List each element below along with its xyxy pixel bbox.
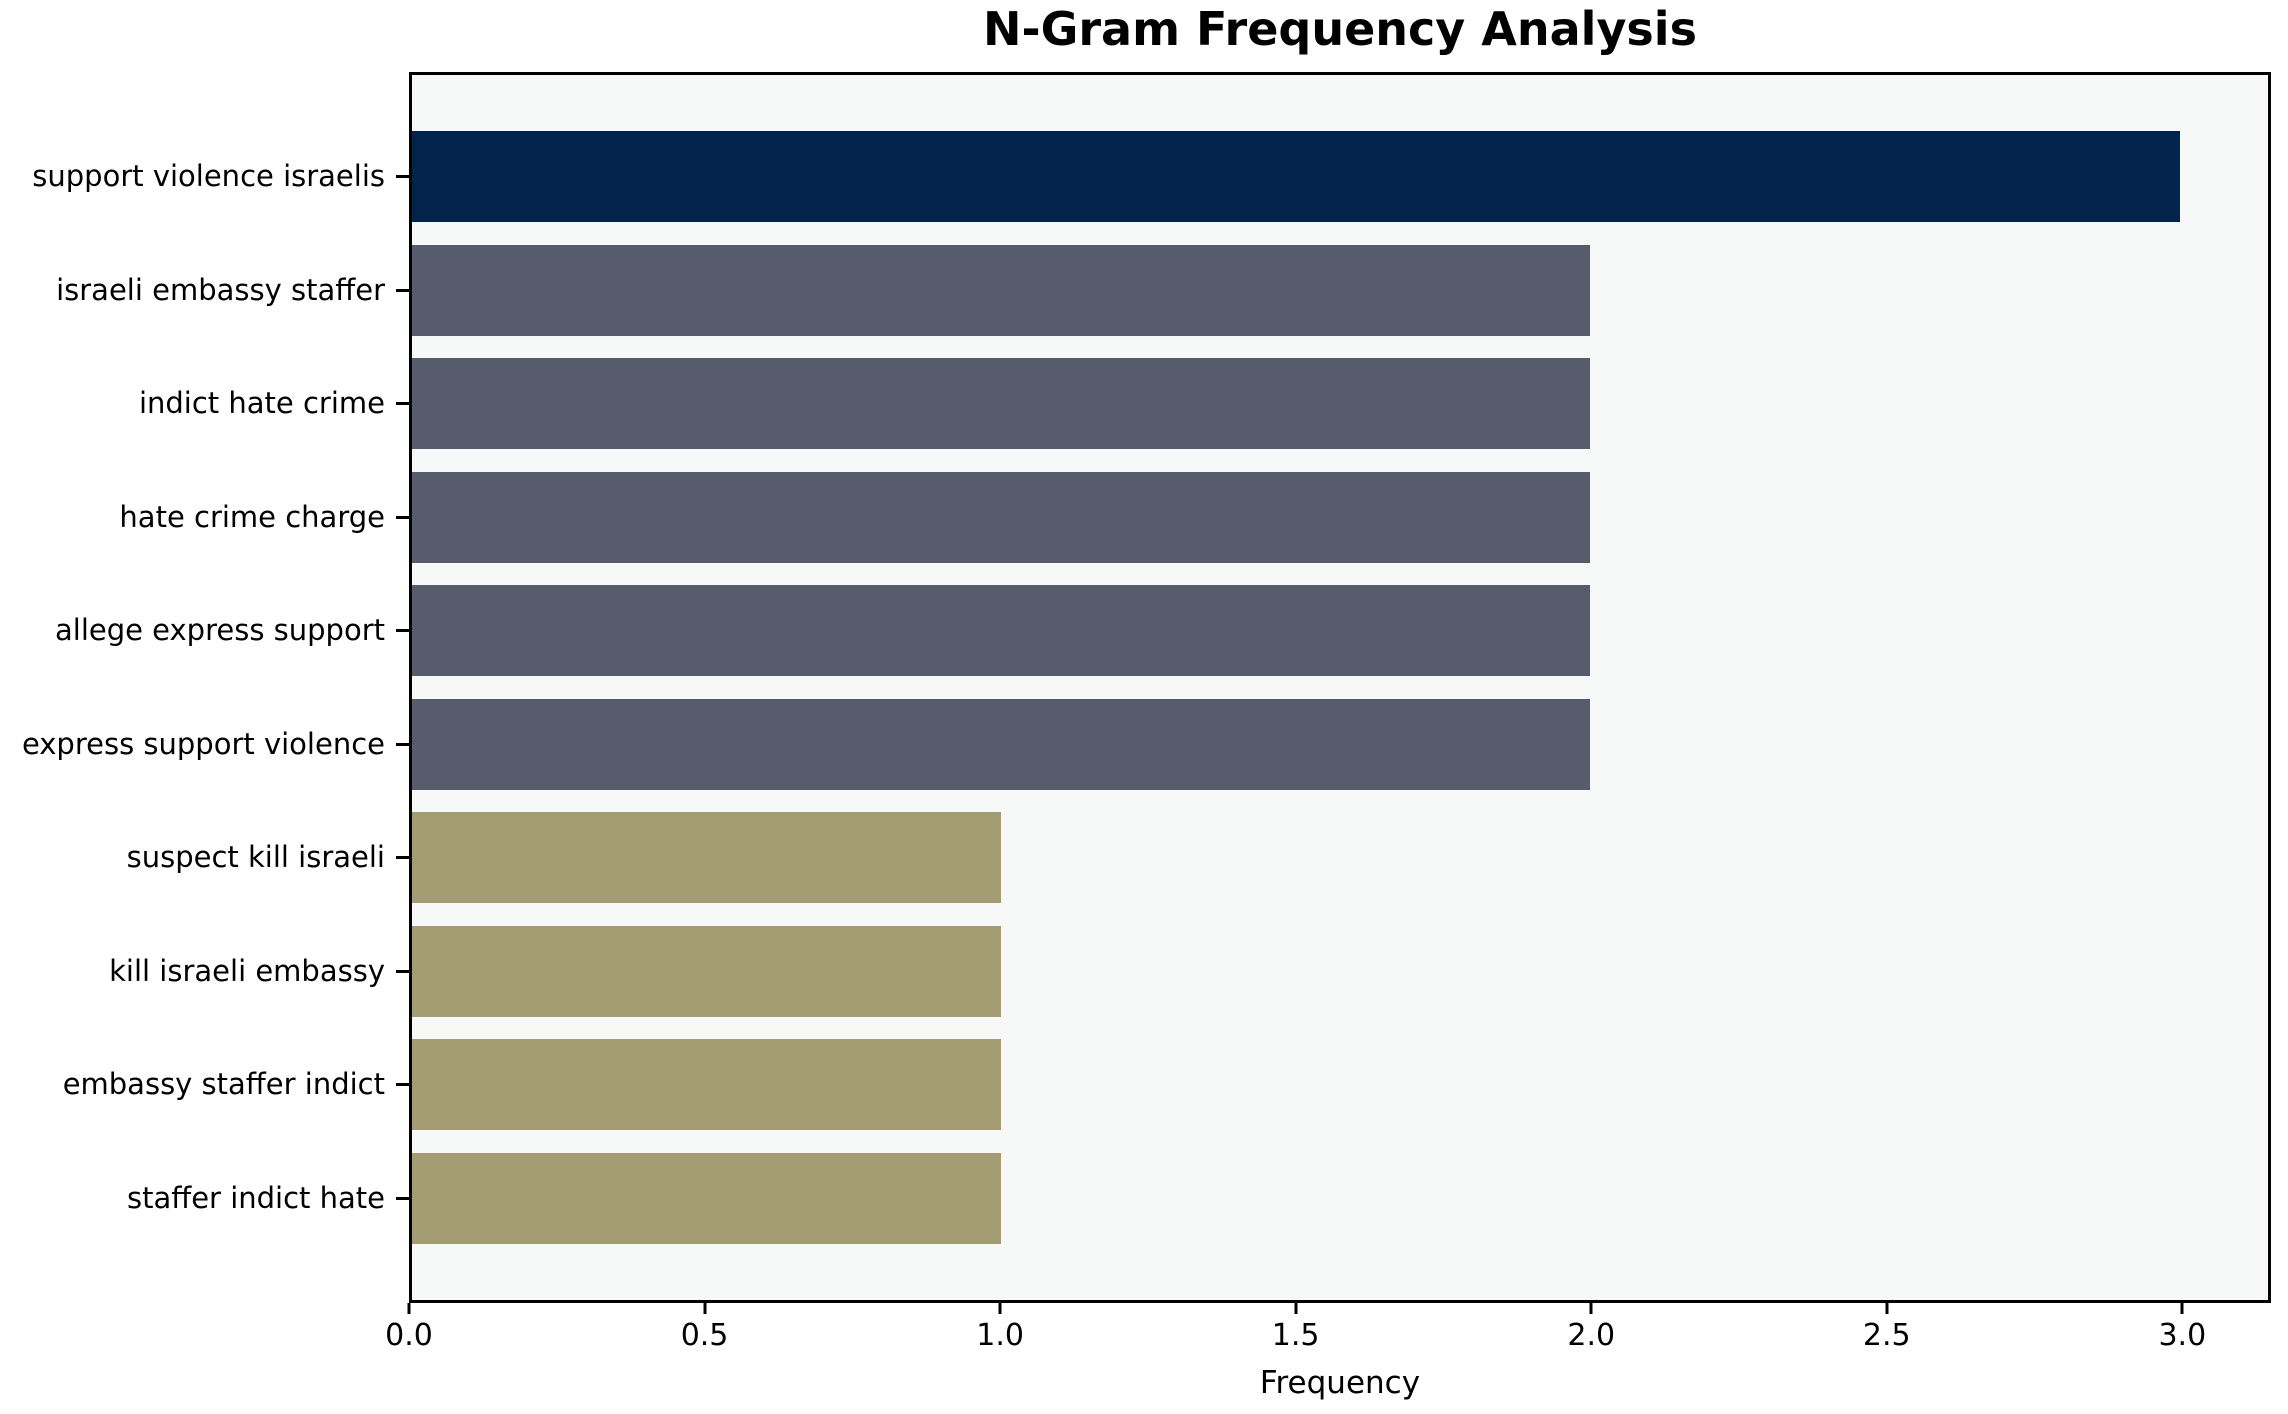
y-axis-label: indict hate crime: [138, 386, 385, 421]
bar-row: embassy staffer indict: [63, 1028, 2268, 1142]
x-axis-ticks: 0.0 0.5 1.0 1.5 2.0 2.5 3.0: [385, 1303, 2271, 1373]
x-tick-label: 1.0: [976, 1318, 1024, 1353]
bar: [412, 698, 1591, 790]
y-tick-mark: [396, 288, 409, 292]
bar: [412, 585, 1591, 677]
x-tick-mark: [998, 1303, 1002, 1314]
bar-row: indict hate crime: [139, 347, 2268, 461]
y-axis-label: express support violence: [21, 726, 385, 761]
bar-row: allege express support: [55, 574, 2268, 688]
x-tick-mark: [2180, 1303, 2184, 1314]
y-axis-label: suspect kill israeli: [126, 840, 385, 875]
x-tick-label: 2.0: [1567, 1318, 1616, 1353]
bar: [412, 925, 1002, 1017]
chart-title: N-Gram Frequency Analysis: [983, 2, 1697, 56]
bar: [412, 131, 2180, 223]
bar-row: express support violence: [22, 688, 2268, 802]
bar: [412, 244, 1591, 336]
y-tick-mark: [396, 175, 409, 179]
y-tick-mark: [396, 629, 409, 633]
y-tick-mark: [396, 856, 409, 860]
x-tick-mark: [703, 1303, 707, 1314]
bar-row: israeli embassy staffer: [56, 234, 2268, 348]
x-tick-label: 3.0: [2158, 1318, 2207, 1353]
y-axis-label: kill israeli embassy: [109, 953, 385, 988]
y-axis-label: hate crime charge: [119, 499, 385, 534]
bar-row: hate crime charge: [119, 461, 2268, 575]
x-tick-mark: [1589, 1303, 1593, 1314]
y-tick-mark: [396, 1083, 409, 1087]
y-axis-label: support violence israelis: [32, 159, 385, 194]
y-tick-mark: [396, 742, 409, 746]
bar: [412, 1039, 1002, 1131]
y-tick-mark: [396, 969, 409, 973]
x-tick-mark: [407, 1303, 411, 1314]
bar: [412, 812, 1002, 904]
bar: [412, 471, 1591, 563]
bars-area: support violence israelis israeli embassy…: [22, 75, 2268, 1300]
bar: [412, 358, 1591, 450]
x-tick-label: 2.5: [1862, 1318, 1911, 1353]
bar-row: kill israeli embassy: [109, 915, 2268, 1029]
bar-row: staffer indict hate: [127, 1142, 2268, 1256]
y-axis-label: embassy staffer indict: [62, 1067, 385, 1102]
bar-row: support violence israelis: [32, 120, 2268, 234]
x-tick-label: 1.5: [1271, 1318, 1320, 1353]
plot-area: support violence israelis israeli embassy…: [22, 72, 2271, 1303]
bar-row: suspect kill israeli: [127, 801, 2268, 915]
x-tick-mark: [1294, 1303, 1298, 1314]
x-axis-title: Frequency: [1259, 1365, 1421, 1401]
x-tick-mark: [1885, 1303, 1889, 1314]
x-tick-label: 0.5: [680, 1318, 729, 1353]
y-tick-mark: [396, 515, 409, 519]
y-tick-mark: [396, 1196, 409, 1200]
x-tick-label: 0.0: [385, 1318, 433, 1353]
y-tick-mark: [396, 402, 409, 406]
bar: [412, 1152, 1002, 1244]
y-axis-label: israeli embassy staffer: [56, 272, 385, 307]
y-axis-label: allege express support: [54, 613, 385, 648]
y-axis-label: staffer indict hate: [126, 1180, 385, 1215]
